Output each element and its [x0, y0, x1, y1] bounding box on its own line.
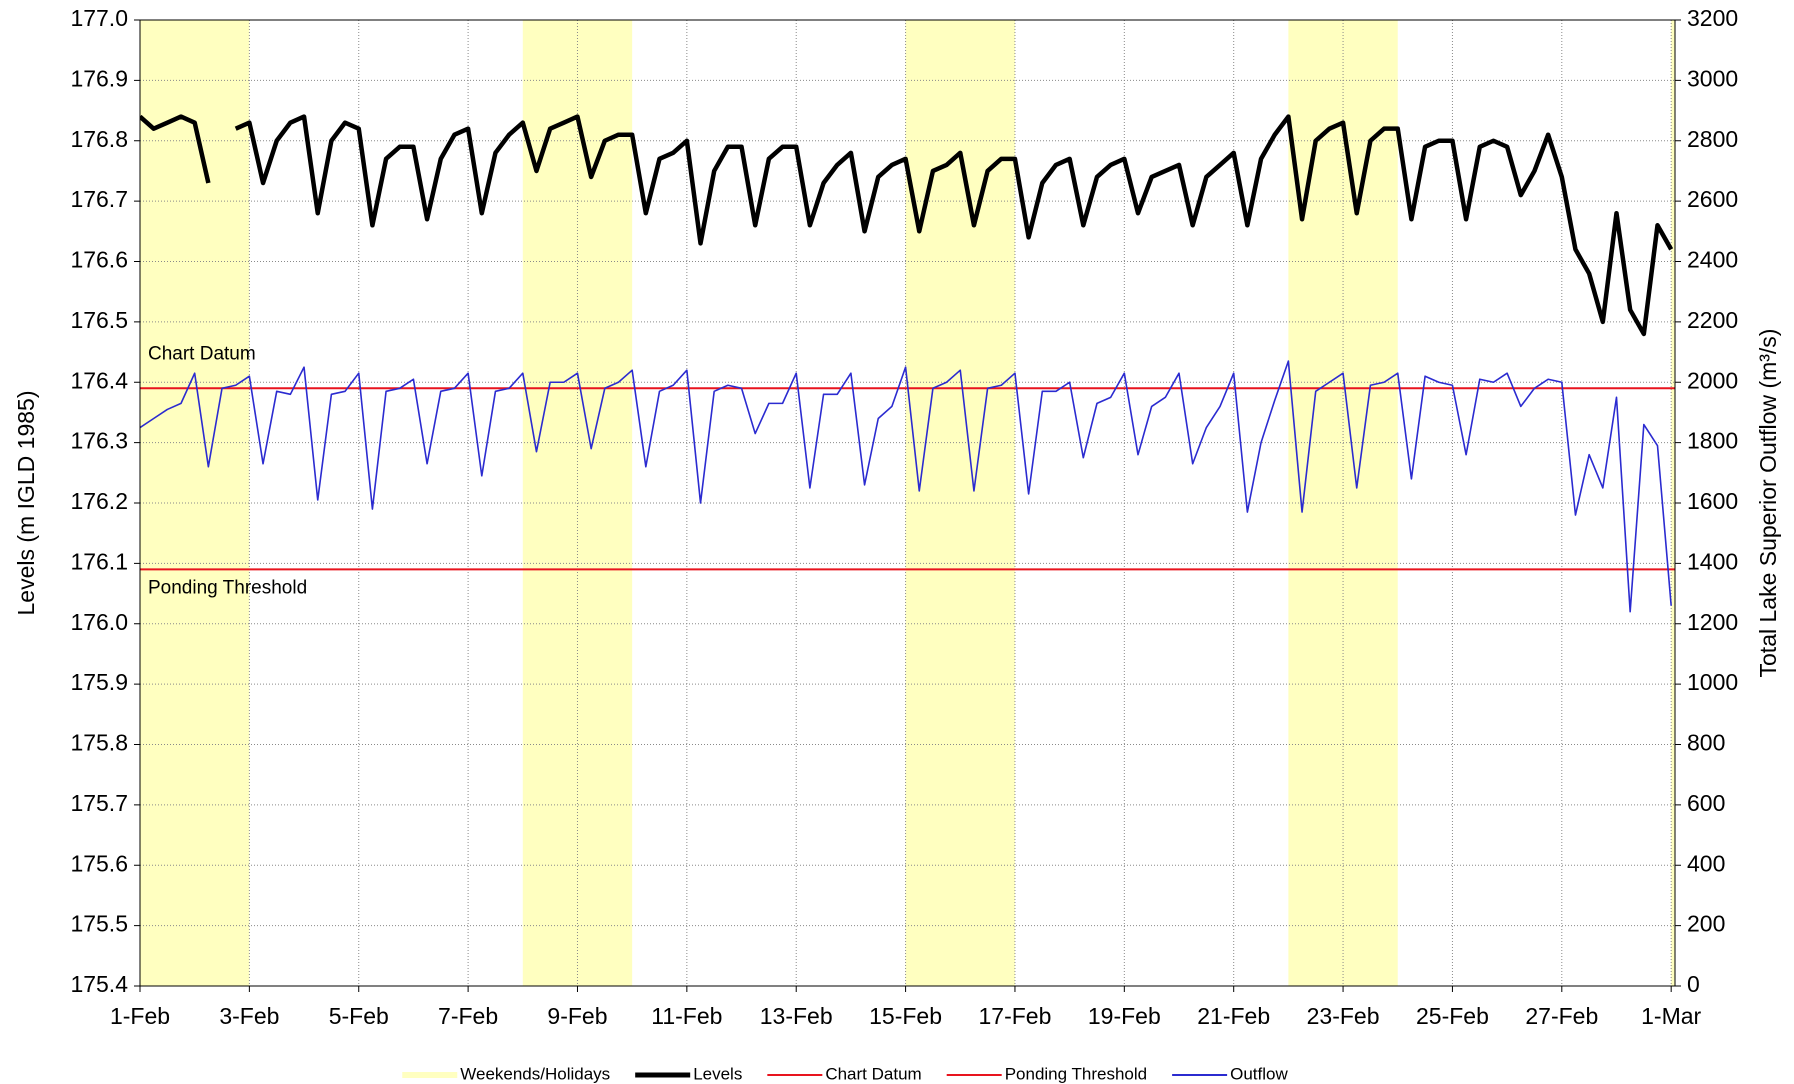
- mark-layer: [140, 114, 1675, 613]
- y-tick-label: 176.8: [70, 126, 128, 152]
- reference-label: Ponding Threshold: [148, 577, 307, 598]
- reference-label: Chart Datum: [148, 343, 256, 364]
- y-tick-label: 176.9: [70, 65, 128, 91]
- y-tick-label: 176.6: [70, 247, 128, 273]
- x-tick-label: 21-Feb: [1197, 1003, 1270, 1029]
- y2-tick-label: 2400: [1687, 247, 1738, 273]
- y-tick-label: 176.3: [70, 428, 128, 454]
- legend-label: Levels: [693, 1064, 742, 1083]
- y-tick-label: 176.0: [70, 609, 128, 635]
- y2-tick-label: 3200: [1687, 5, 1738, 31]
- x-tick-label: 15-Feb: [869, 1003, 942, 1029]
- y2-tick-label: 600: [1687, 790, 1725, 816]
- x-tick-label: 11-Feb: [651, 1003, 722, 1029]
- y-tick-label: 175.6: [70, 850, 128, 876]
- y-tick-label: 176.4: [70, 367, 128, 393]
- y-tick-label: 175.5: [70, 911, 128, 937]
- x-tick-label: 23-Feb: [1307, 1003, 1380, 1029]
- y-tick-label: 176.7: [70, 186, 128, 212]
- y2-tick-label: 200: [1687, 911, 1725, 937]
- x-tick-label: 13-Feb: [760, 1003, 833, 1029]
- y2-tick-label: 1800: [1687, 428, 1738, 454]
- y-tick-label: 175.8: [70, 730, 128, 756]
- y2-tick-label: 2200: [1687, 307, 1738, 333]
- y-tick-label: 175.7: [70, 790, 128, 816]
- y-axis-title: Levels (m IGLD 1985): [13, 391, 39, 616]
- y2-tick-label: 400: [1687, 850, 1725, 876]
- x-tick-label: 19-Feb: [1088, 1003, 1161, 1029]
- y2-tick-label: 1600: [1687, 488, 1738, 514]
- x-tick-label: 7-Feb: [438, 1003, 498, 1029]
- y-tick-label: 176.5: [70, 307, 128, 333]
- y2-tick-label: 0: [1687, 971, 1700, 997]
- plot-frame: [139, 19, 1676, 987]
- y-tick-label: 177.0: [70, 5, 128, 31]
- y2-tick-label: 3000: [1687, 65, 1738, 91]
- x-tick-label: 1-Feb: [110, 1003, 170, 1029]
- y2-tick-label: 1000: [1687, 669, 1738, 695]
- x-tick-label: 27-Feb: [1525, 1003, 1598, 1029]
- x-tick-label: 17-Feb: [979, 1003, 1052, 1029]
- y-tick-label: 175.9: [70, 669, 128, 695]
- y2-tick-label: 1400: [1687, 548, 1738, 574]
- y2-tick-label: 2000: [1687, 367, 1738, 393]
- legend-label: Outflow: [1230, 1064, 1288, 1083]
- x-tick-label: 1-Mar: [1641, 1003, 1701, 1029]
- x-tick-label: 9-Feb: [547, 1003, 607, 1029]
- series-line: [140, 114, 1674, 337]
- y2-tick-label: 800: [1687, 730, 1725, 756]
- y2-axis-title: Total Lake Superior Outflow (m³/s): [1755, 329, 1781, 678]
- y2-tick-label: 2600: [1687, 186, 1738, 212]
- legend-label: Ponding Threshold: [1005, 1064, 1147, 1083]
- y-tick-label: 175.4: [70, 971, 128, 997]
- x-tick-label: 5-Feb: [329, 1003, 389, 1029]
- legend: Weekends/Holidays Levels Chart Datum Pondin…: [402, 1064, 1288, 1083]
- series-line: [140, 360, 1672, 613]
- axis-layer: 175.4 175.5 175.6 175.7 175.8 175.9 176.0 176.1…: [70, 5, 1738, 1029]
- legend-label: Weekends/Holidays: [460, 1064, 610, 1083]
- legend-label: Chart Datum: [825, 1064, 921, 1083]
- y2-tick-label: 1200: [1687, 609, 1738, 635]
- y-tick-label: 176.1: [70, 548, 128, 574]
- x-tick-label: 3-Feb: [219, 1003, 279, 1029]
- x-tick-label: 25-Feb: [1416, 1003, 1489, 1029]
- y-tick-label: 176.2: [70, 488, 128, 514]
- y2-tick-label: 2800: [1687, 126, 1738, 152]
